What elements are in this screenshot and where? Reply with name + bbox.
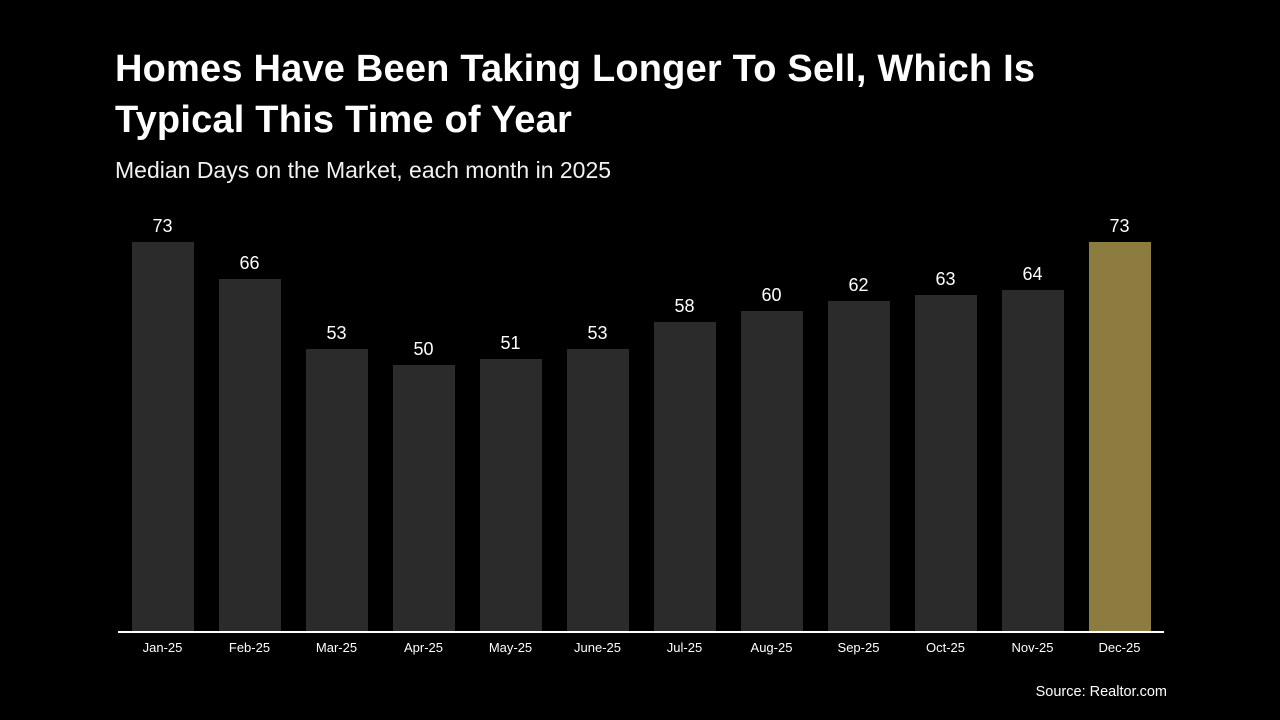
x-tick-label: Jan-25 — [142, 640, 183, 655]
bar — [1088, 242, 1151, 631]
bar — [218, 279, 281, 631]
bar-value-label: 58 — [674, 296, 695, 316]
bar — [1001, 290, 1064, 631]
bar-value-label: 62 — [848, 275, 869, 295]
bar — [479, 359, 542, 631]
chart-subtitle: Median Days on the Market, each month in… — [115, 157, 612, 183]
bar-chart: 73 66 53 50 51 53 58 60 62 63 64 73 Jan-25 Feb-25 Mar… — [118, 205, 1164, 655]
bar — [653, 322, 716, 631]
bar-value-label: 73 — [152, 216, 173, 236]
chart-header: Homes Have Been Taking Longer To Sell, W… — [115, 44, 1185, 184]
bar-value-label: 60 — [761, 285, 782, 305]
bar-group-Feb-25: 66 — [206, 253, 293, 631]
x-tick-label: June-25 — [574, 640, 621, 655]
x-tick-label: Mar-25 — [315, 640, 358, 655]
plot-area: 73 66 53 50 51 53 58 60 62 63 64 73 — [119, 205, 1163, 631]
x-tick-label: Feb-25 — [228, 640, 271, 655]
bar-group-Nov-25: 64 — [989, 264, 1076, 631]
bar-value-label: 63 — [935, 269, 956, 289]
chart-title-line2: Typical This Time of Year — [115, 99, 572, 141]
bar — [131, 242, 194, 631]
bar-value-label: 53 — [326, 323, 347, 343]
x-tick-label: Jul-25 — [666, 640, 703, 655]
bar — [392, 365, 455, 631]
bar — [914, 295, 977, 631]
x-tick-label: Sep-25 — [837, 640, 880, 655]
bar-value-label: 66 — [239, 253, 260, 273]
bar — [305, 349, 368, 631]
bar-value-label: 50 — [413, 339, 434, 359]
bar — [740, 311, 803, 631]
x-tick-label: May-25 — [488, 640, 533, 655]
bar-group-Dec-25: 73 — [1076, 216, 1163, 631]
x-tick-label: Oct-25 — [925, 640, 965, 655]
bar-group-Jul-25: 58 — [641, 296, 728, 631]
bar-group-Apr-25: 50 — [380, 339, 467, 631]
source-attribution: Source: Realtor.com — [1035, 684, 1167, 700]
bar-group-June-25: 53 — [554, 323, 641, 631]
bar-value-label: 73 — [1109, 216, 1130, 236]
chart-title: Homes Have Been Taking Longer To Sell, W… — [115, 44, 1185, 146]
bar-group-Jan-25: 73 — [119, 216, 206, 631]
chart-title-line1: Homes Have Been Taking Longer To Sell, W… — [115, 48, 1036, 90]
bar-group-Mar-25: 53 — [293, 323, 380, 631]
x-tick-label: Nov-25 — [1011, 640, 1054, 655]
x-tick-label: Apr-25 — [403, 640, 444, 655]
bar-group-Sep-25: 62 — [815, 275, 902, 631]
x-tick-label: Dec-25 — [1098, 640, 1141, 655]
bar-value-label: 53 — [587, 323, 608, 343]
bar-value-label: 64 — [1022, 264, 1043, 284]
bar — [827, 301, 890, 631]
bar-group-May-25: 51 — [467, 333, 554, 631]
x-axis-line — [118, 631, 1164, 633]
x-tick-label: Aug-25 — [750, 640, 793, 655]
x-axis-labels: Jan-25 Feb-25 Mar-25 Apr-25 May-25 June-25 Jul… — [119, 640, 1163, 655]
bar-value-label: 51 — [500, 333, 521, 353]
bar — [566, 349, 629, 631]
bar-group-Oct-25: 63 — [902, 269, 989, 631]
bar-group-Aug-25: 60 — [728, 285, 815, 631]
